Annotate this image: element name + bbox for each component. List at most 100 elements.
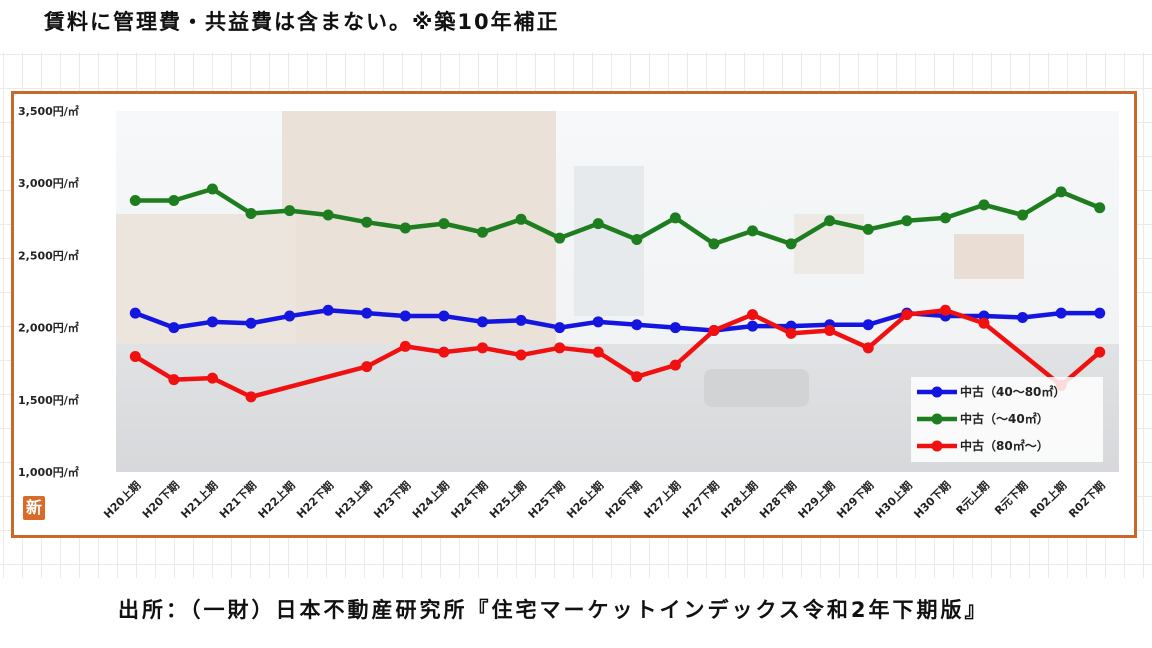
x-tick-label: H26上期 (564, 478, 607, 521)
header-band (0, 0, 1152, 52)
data-point (708, 238, 720, 250)
data-point (554, 342, 566, 354)
data-point (631, 371, 643, 383)
new-badge: 新 (23, 496, 45, 520)
data-point (747, 320, 759, 332)
header-note: 賃料に管理費・共益費は含まない。※築10年補正 (44, 10, 560, 34)
data-point (939, 212, 951, 224)
data-point (862, 223, 874, 235)
data-point (978, 199, 990, 211)
x-tick-label: H21上期 (178, 478, 221, 521)
series-1 (129, 183, 1106, 250)
x-tick-label: H25下期 (525, 478, 568, 521)
data-point (747, 309, 759, 321)
data-point (669, 322, 681, 334)
data-point (708, 324, 720, 336)
data-point (978, 317, 990, 329)
data-point (631, 234, 643, 246)
x-tick-label: H20下期 (139, 478, 182, 521)
data-point (1055, 186, 1067, 198)
data-point (129, 195, 141, 207)
legend-marker (931, 413, 943, 425)
y-tick-label: 2,000円/㎡ (18, 321, 79, 335)
data-point (206, 183, 218, 195)
data-point (168, 322, 180, 334)
data-point (901, 215, 913, 227)
data-point (361, 361, 373, 373)
x-tick-label: H21下期 (216, 478, 259, 521)
x-tick-label: H25上期 (486, 478, 529, 521)
data-point (515, 349, 527, 361)
x-tick-label: H27下期 (679, 478, 722, 521)
data-point (901, 309, 913, 321)
series-0 (129, 304, 1106, 336)
y-tick-label: 3,500円/㎡ (18, 104, 79, 118)
x-tick-label: H23下期 (371, 478, 414, 521)
x-tick-label: H29下期 (834, 478, 877, 521)
data-point (284, 310, 296, 322)
x-tick-label: H30上期 (872, 478, 915, 521)
data-point (245, 208, 257, 220)
data-point (1094, 307, 1106, 319)
data-point (206, 316, 218, 328)
data-point (592, 316, 604, 328)
x-tick-label: H30下期 (911, 478, 954, 521)
x-tick-label: H23上期 (332, 478, 375, 521)
data-point (399, 222, 411, 234)
data-point (206, 372, 218, 384)
data-point (168, 195, 180, 207)
data-point (322, 209, 334, 221)
data-point (438, 310, 450, 322)
x-tick-label: R02下期 (1066, 478, 1108, 520)
x-tick-label: H22上期 (255, 478, 298, 521)
data-point (554, 322, 566, 334)
data-point (669, 212, 681, 224)
x-tick-label: H24下期 (448, 478, 491, 521)
data-point (476, 342, 488, 354)
x-tick-label: H28下期 (756, 478, 799, 521)
data-point (361, 216, 373, 228)
data-point (129, 307, 141, 319)
data-point (592, 346, 604, 358)
data-point (785, 238, 797, 250)
data-point (476, 316, 488, 328)
data-point (824, 215, 836, 227)
data-point (399, 310, 411, 322)
data-point (631, 319, 643, 331)
data-point (785, 327, 797, 339)
x-tick-label: H20上期 (101, 478, 144, 521)
x-tick-label: H28上期 (718, 478, 761, 521)
x-tick-label: H24上期 (409, 478, 452, 521)
x-tick-label: H26下期 (602, 478, 645, 521)
x-tick-label: H27上期 (641, 478, 684, 521)
data-point (322, 304, 334, 316)
data-point (1094, 346, 1106, 358)
data-point (939, 304, 951, 316)
legend-marker (931, 440, 943, 452)
source-citation: 出所：（一財）日本不動産研究所『住宅マーケットインデックス令和2年下期版』 (118, 598, 989, 622)
footer-band (0, 578, 1152, 648)
data-point (438, 346, 450, 358)
data-point (438, 218, 450, 230)
data-point (1017, 209, 1029, 221)
data-point (399, 340, 411, 352)
data-point (515, 314, 527, 326)
line-chart: 3,500円/㎡ 3,000円/㎡ 2,500円/㎡ 2,000円/㎡ 1,500円/㎡… (18, 104, 1119, 521)
data-point (1094, 202, 1106, 214)
legend-marker (931, 386, 943, 398)
x-tick-label: R元下期 (991, 478, 1030, 517)
data-point (824, 324, 836, 336)
y-tick-label: 1,000円/㎡ (18, 465, 79, 479)
data-point (245, 391, 257, 403)
data-point (554, 232, 566, 244)
data-point (747, 225, 759, 237)
data-point (862, 342, 874, 354)
y-axis-ticks: 3,500円/㎡ 3,000円/㎡ 2,500円/㎡ 2,000円/㎡ 1,500円/㎡… (18, 104, 79, 479)
series-lines (129, 183, 1106, 403)
data-point (515, 213, 527, 225)
data-point (669, 359, 681, 371)
series-line (135, 186, 1101, 247)
legend: 中古（40～80㎡） 中古（～40㎡） 中古（80㎡～） (911, 377, 1103, 462)
x-tick-label: H22下期 (294, 478, 337, 521)
x-axis-ticks: H20上期H20下期H21上期H21下期H22上期H22下期H23上期H23下期… (101, 478, 1108, 521)
